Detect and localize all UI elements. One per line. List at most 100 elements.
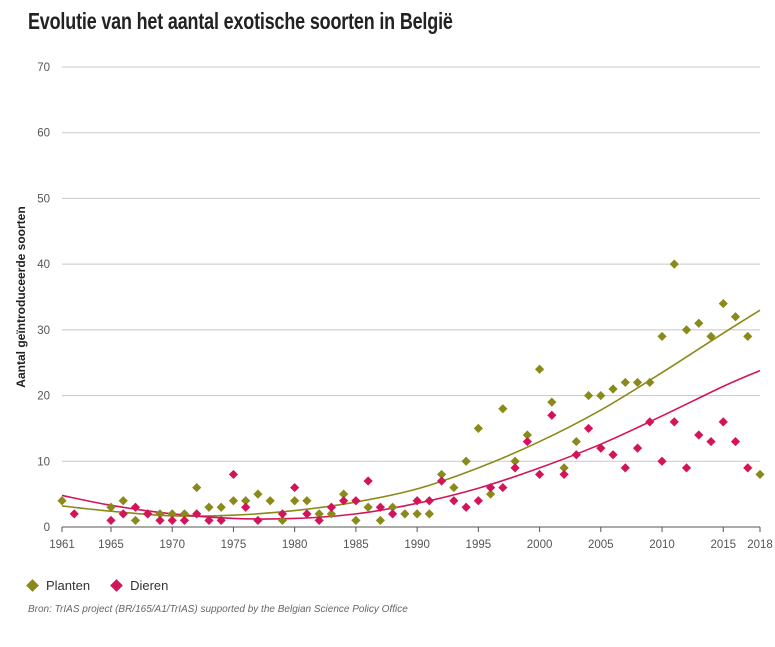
data-point-planten: [167, 509, 177, 519]
data-point-planten: [718, 298, 728, 309]
x-tick-label: 1975: [221, 539, 247, 551]
data-point-planten: [302, 496, 312, 506]
data-point-dieren: [743, 463, 753, 473]
x-tick-label: 1985: [343, 539, 369, 551]
data-point-planten: [326, 509, 337, 519]
data-point-dieren: [522, 436, 532, 447]
data-point-planten: [400, 509, 410, 519]
data-point-planten: [473, 423, 483, 434]
data-point-planten: [485, 489, 496, 499]
data-point-dieren: [645, 417, 655, 427]
data-point-dieren: [437, 476, 447, 486]
legend-label-dieren: Dieren: [130, 578, 169, 593]
data-point-dieren: [498, 482, 508, 493]
data-point-planten: [241, 496, 251, 506]
data-point-planten: [265, 496, 275, 506]
data-point-dieren: [534, 469, 545, 480]
data-point-planten: [449, 482, 459, 493]
data-points: [57, 259, 765, 526]
y-tick-label: 70: [37, 62, 50, 74]
data-point-dieren: [473, 496, 483, 506]
data-point-dieren: [412, 496, 422, 506]
y-axis-label: Aantal geïntroduceerde soorten: [14, 206, 28, 387]
axes: 0 10 20 30 40 50 60 70 1961 1965 1970 1975 1980 1985 1…: [37, 62, 773, 551]
data-point-dieren: [681, 463, 692, 473]
data-point-dieren: [608, 450, 618, 460]
data-point-dieren: [290, 482, 300, 493]
data-point-dieren: [179, 515, 190, 526]
data-point-planten: [657, 331, 667, 342]
x-tick-label: 1961: [49, 539, 75, 551]
data-point-planten: [632, 377, 643, 388]
data-point-planten: [179, 509, 190, 519]
data-point-dieren: [424, 496, 434, 506]
legend-label-planten: Planten: [46, 578, 91, 593]
x-tick-label: 2000: [527, 539, 553, 551]
data-point-planten: [253, 489, 263, 499]
x-tick-label: 1980: [282, 539, 308, 551]
data-point-dieren: [326, 502, 337, 512]
data-point-planten: [596, 390, 606, 401]
data-point-dieren: [167, 515, 177, 526]
data-point-planten: [228, 496, 239, 506]
data-point-dieren: [559, 469, 569, 480]
data-point-planten: [461, 456, 471, 466]
data-point-dieren: [204, 515, 214, 526]
data-point-planten: [730, 312, 741, 322]
data-point-dieren: [706, 436, 716, 447]
data-point-dieren: [730, 436, 741, 447]
data-point-planten: [608, 384, 618, 394]
legend-item-dieren: Dieren: [110, 578, 169, 593]
y-tick-label: 30: [37, 325, 50, 337]
trend-lines: [61, 309, 761, 520]
x-tick-label: 2005: [588, 539, 614, 551]
data-point-dieren: [228, 469, 239, 480]
data-point-planten: [510, 456, 520, 466]
data-point-planten: [375, 515, 385, 526]
data-point-planten: [669, 259, 679, 269]
data-point-planten: [204, 502, 214, 512]
x-tick-label: 2018: [747, 539, 773, 551]
data-point-planten: [130, 515, 141, 526]
data-point-planten: [755, 469, 765, 480]
data-point-planten: [216, 502, 226, 512]
data-point-planten: [192, 482, 202, 493]
x-tick-label: 1965: [98, 539, 124, 551]
data-point-planten: [645, 377, 655, 388]
data-point-dieren: [69, 509, 79, 519]
data-point-planten: [314, 509, 324, 519]
data-point-dieren: [277, 509, 288, 519]
data-point-dieren: [388, 509, 398, 519]
data-point-dieren: [363, 476, 373, 486]
y-tick-label: 20: [37, 391, 50, 403]
data-point-dieren: [314, 515, 324, 526]
data-point-planten: [694, 318, 704, 328]
data-point-planten: [583, 390, 594, 401]
data-point-dieren: [449, 496, 459, 506]
data-point-planten: [706, 331, 716, 342]
data-point-dieren: [510, 463, 520, 473]
trend-line-dieren: [61, 369, 761, 520]
data-point-planten: [681, 325, 692, 335]
data-point-planten: [118, 496, 128, 506]
x-tick-label: 2015: [710, 539, 736, 551]
data-point-planten: [412, 509, 422, 519]
data-point-planten: [547, 397, 557, 407]
x-tick-label: 2010: [649, 539, 675, 551]
data-point-dieren: [571, 450, 581, 460]
x-tick-label: 1990: [404, 539, 430, 551]
data-point-dieren: [375, 502, 385, 512]
data-point-dieren: [461, 502, 471, 512]
data-point-dieren: [143, 509, 153, 519]
data-point-planten: [437, 469, 447, 480]
data-point-dieren: [620, 463, 630, 473]
data-point-dieren: [118, 509, 128, 519]
data-point-dieren: [632, 443, 643, 453]
x-tick-label: 1970: [159, 539, 185, 551]
data-point-dieren: [241, 502, 251, 512]
data-point-planten: [743, 331, 753, 342]
legend-diamond-icon: [26, 579, 39, 592]
source-note: Bron: TrIAS project (BR/165/A1/TrIAS) su…: [28, 604, 408, 615]
data-point-dieren: [155, 515, 165, 526]
